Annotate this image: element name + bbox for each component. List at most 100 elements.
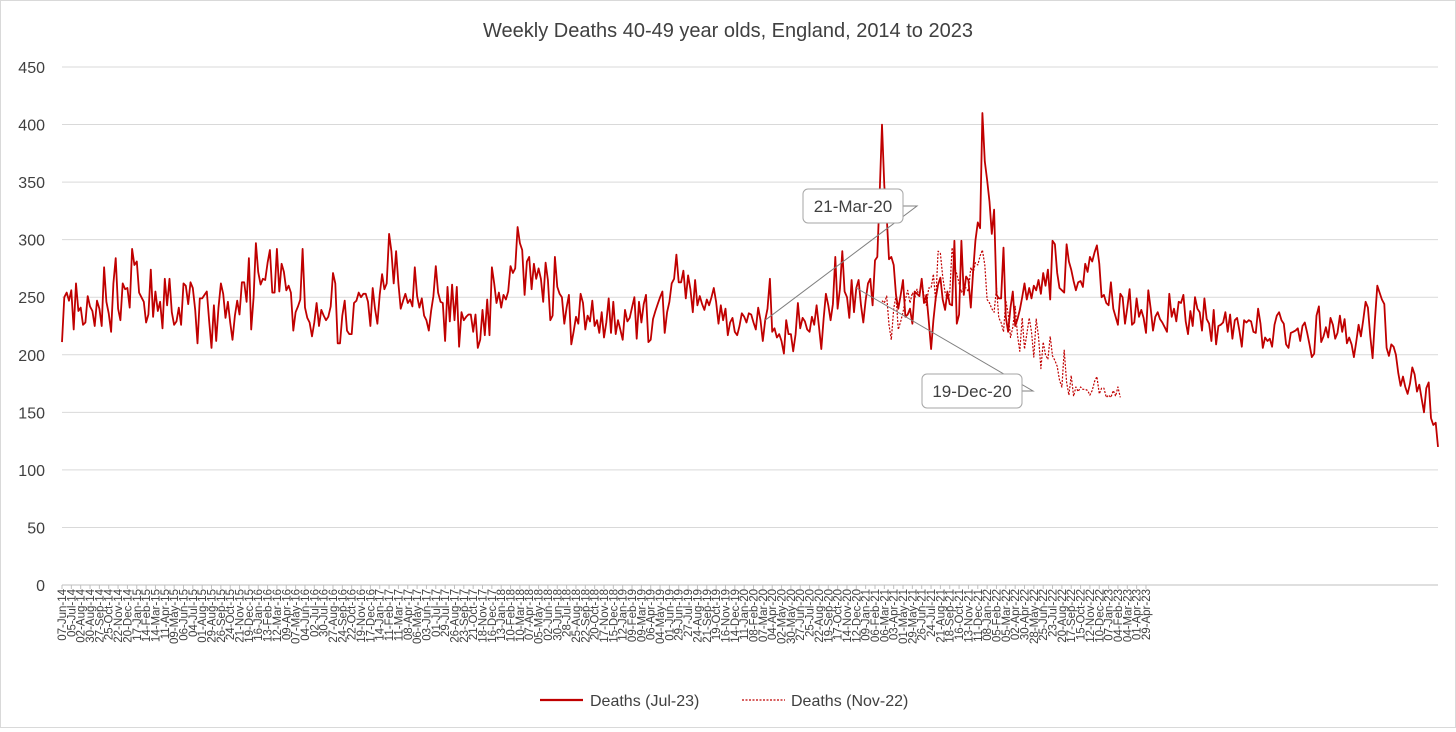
x-tick-label: 20-Dec-14	[122, 588, 134, 642]
x-tick-label: 29-May-21	[907, 589, 919, 644]
x-tick-label: 16-Jan-16	[253, 589, 265, 641]
x-tick-label: 30-Jul-16	[319, 589, 331, 637]
x-tick-label: 20-Aug-22	[1057, 589, 1069, 643]
series-line-jul23	[61, 112, 1439, 447]
x-tick-label: 02-May-20	[777, 589, 789, 644]
x-tick-label: 07-Apr-18	[524, 589, 536, 640]
x-tick-label: 29-Apr-23	[1141, 589, 1153, 640]
x-tick-label: 13-Nov-21	[963, 589, 975, 643]
x-tick-label: 09-Jan-21	[861, 589, 873, 641]
x-tick-label: 04-Jun-16	[300, 589, 312, 641]
x-tick-label: 06-Jun-15	[178, 589, 190, 641]
callout-label: 19-Dec-20	[932, 382, 1011, 401]
callout-leader	[764, 205, 919, 321]
x-tick-label: 22-Sep-18	[580, 589, 592, 643]
x-tick-label: 29-Jul-17	[440, 589, 452, 637]
series-lines	[61, 112, 1439, 447]
x-tick-label: 10-Dec-22	[1094, 589, 1106, 643]
x-tick-label: 07-Mar-20	[758, 589, 770, 642]
x-tick-label: 25-Oct-14	[104, 588, 116, 640]
x-tick-label: 02-Apr-22	[1010, 589, 1022, 640]
x-tick-label: 06-May-17	[412, 589, 424, 644]
x-tick-label: 21-Aug-21	[935, 589, 947, 643]
x-tick-label: 04-May-19	[655, 589, 667, 644]
x-tick-label: 05-Jul-14	[66, 588, 78, 637]
legend-label-nov22: Deaths (Nov-22)	[791, 693, 908, 710]
x-tick-label: 14-Feb-15	[141, 589, 153, 642]
y-axis: 0 50 100 150 200 250 300 350 400 450	[18, 60, 45, 595]
x-tick-label: 25-Jul-20	[805, 589, 817, 637]
x-tick-label: 24-Sep-16	[337, 589, 349, 643]
x-tick-label: 21-Nov-15	[235, 589, 247, 643]
x-tick-label: 21-Oct-17	[468, 589, 480, 640]
x-tick-label: 18-Sep-21	[945, 589, 957, 643]
x-tick-label: 22-Nov-14	[113, 588, 125, 642]
x-tick-label: 01-Apr-23	[1132, 589, 1144, 640]
x-axis: 07-Jun-1405-Jul-1402-Aug-1430-Aug-1427-S…	[57, 585, 1153, 644]
x-tick-label: 30-Aug-14	[85, 588, 97, 642]
x-tick-label: 11-Apr-15	[160, 589, 172, 639]
x-tick-label: 24-Oct-15	[225, 589, 237, 640]
x-tick-label: 17-Sep-22	[1066, 589, 1078, 643]
x-tick-label: 16-Nov-19	[720, 589, 732, 643]
x-tick-label: 16-Oct-21	[954, 589, 966, 640]
x-tick-label: 05-Feb-22	[991, 589, 1003, 642]
x-tick-label: 14-Nov-20	[842, 589, 854, 643]
x-tick-label: 11-Feb-17	[384, 589, 396, 641]
x-tick-label: 01-Jul-17	[431, 589, 443, 637]
x-tick-label: 06-Feb-21	[870, 589, 882, 642]
x-tick-label: 07-Jan-23	[1104, 589, 1116, 641]
callout-leader	[856, 287, 1035, 392]
x-tick-label: 20-Oct-18	[590, 589, 602, 640]
x-tick-label: 27-Jun-20	[795, 589, 807, 641]
callout-box	[921, 373, 1023, 409]
x-tick-label: 27-Sep-14	[94, 588, 106, 642]
x-tick-label: 30-Apr-22	[1019, 589, 1031, 640]
x-tick-label: 12-Dec-20	[851, 589, 863, 643]
legend: Deaths (Jul-23) Deaths (Nov-22)	[540, 693, 908, 710]
series-line-nov22	[881, 247, 1121, 398]
y-tick-label: 450	[18, 60, 45, 77]
x-tick-label: 24-Aug-19	[692, 589, 704, 643]
x-tick-label: 09-May-15	[169, 589, 181, 644]
x-tick-label: 11-Mar-17	[393, 589, 405, 641]
x-tick-label: 01-Aug-15	[197, 589, 209, 643]
x-tick-label: 24-Jul-21	[926, 589, 938, 637]
callout-box	[802, 188, 904, 224]
x-tick-label: 18-Nov-17	[478, 589, 490, 643]
y-tick-label: 100	[18, 463, 45, 480]
x-tick-label: 09-Feb-19	[627, 589, 639, 642]
x-tick-label: 04-Feb-23	[1113, 589, 1125, 642]
x-tick-label: 05-May-18	[534, 589, 546, 644]
x-tick-label: 30-May-20	[786, 589, 798, 644]
x-tick-label: 07-Jun-14	[57, 588, 69, 640]
x-tick-label: 30-Jun-18	[552, 589, 564, 641]
x-tick-label: 08-Apr-17	[403, 589, 415, 640]
x-tick-label: 14-Dec-19	[730, 589, 742, 643]
x-tick-label: 06-Apr-19	[646, 589, 658, 640]
x-tick-label: 16-Dec-17	[487, 589, 499, 643]
x-tick-label: 11-Jan-20	[739, 589, 751, 640]
x-tick-label: 06-Mar-21	[879, 589, 891, 642]
x-tick-label: 29-Aug-15	[207, 589, 219, 643]
x-tick-label: 09-Apr-16	[281, 589, 293, 640]
x-tick-label: 19-Oct-19	[711, 589, 723, 640]
y-tick-label: 300	[18, 233, 45, 250]
x-tick-label: 12-Nov-22	[1085, 589, 1097, 643]
y-tick-label: 200	[18, 348, 45, 365]
x-tick-label: 25-Aug-18	[571, 589, 583, 643]
x-tick-label: 17-Jan-15	[132, 589, 144, 641]
y-tick-label: 350	[18, 175, 45, 192]
x-tick-label: 13-Feb-16	[263, 589, 275, 642]
chart-title: Weekly Deaths 40-49 year olds, England, …	[483, 20, 973, 42]
x-tick-label: 23-Jul-22	[1048, 589, 1060, 637]
y-tick-label: 150	[18, 405, 45, 422]
x-tick-label: 27-Jul-19	[683, 589, 695, 637]
x-tick-label: 02-Aug-14	[76, 588, 88, 642]
x-tick-label: 22-Oct-16	[347, 589, 359, 640]
x-tick-label: 10-Feb-18	[506, 589, 518, 642]
x-tick-label: 12-Mar-16	[272, 589, 284, 642]
x-tick-label: 02-Jul-16	[309, 589, 321, 637]
x-tick-label: 08-Jan-22	[982, 589, 994, 641]
